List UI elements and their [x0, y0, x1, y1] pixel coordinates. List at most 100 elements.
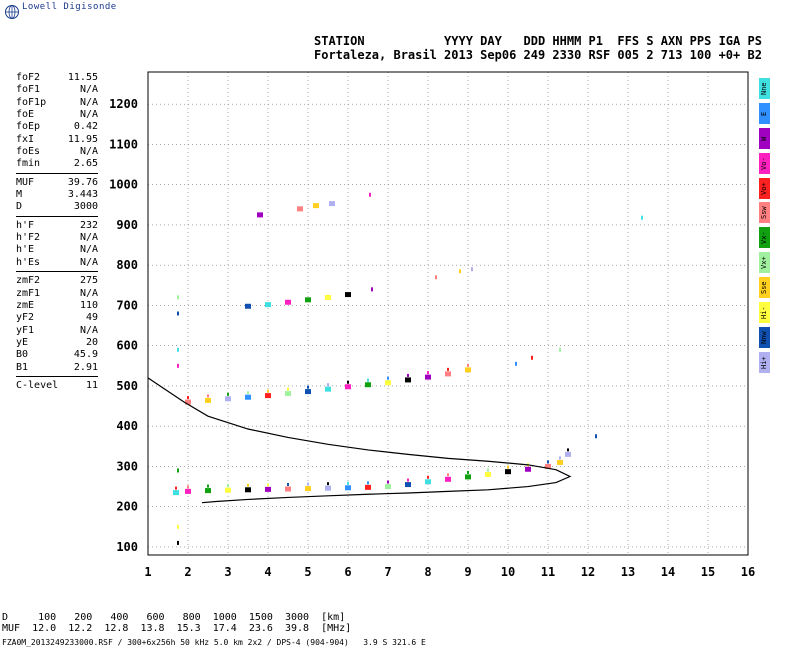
echo-point — [365, 484, 371, 490]
legend-swatch: Vo- — [759, 152, 770, 174]
param-row: h'F2 N/A — [16, 232, 98, 244]
param-name: h'F2 — [16, 232, 41, 244]
legend-label: Ssw — [760, 206, 768, 220]
y-tick-label: 1100 — [109, 137, 138, 151]
echo-point — [247, 391, 249, 395]
echo-point — [205, 488, 211, 494]
echo-point — [365, 382, 371, 388]
echo-point — [285, 391, 291, 397]
echo-point — [547, 460, 549, 464]
logo-text: Lowell Digisonde — [22, 2, 117, 12]
param-name: h'E — [16, 244, 35, 256]
echo-point — [447, 473, 449, 477]
param-name: yF2 — [16, 312, 35, 324]
param-name: foF1 — [16, 84, 41, 96]
param-row: zmE 110 — [16, 300, 98, 312]
plot-frame — [147, 71, 749, 556]
x-tick-label: 13 — [621, 565, 635, 579]
echo-point — [505, 469, 511, 475]
echo-point — [177, 524, 179, 529]
param-row: foEp 0.42 — [16, 121, 98, 133]
param-row: foEs N/A — [16, 146, 98, 158]
echo-point — [515, 361, 517, 366]
echo-point — [177, 347, 179, 352]
param-group: h'F 232 h'F2 N/A h'E N/A h'Es N/A — [16, 219, 98, 273]
y-tick-label: 200 — [116, 500, 138, 514]
echo-point — [285, 486, 291, 492]
echo-point — [267, 389, 269, 393]
legend-label: Vx+ — [760, 256, 768, 270]
param-row: fxI 11.95 — [16, 134, 98, 146]
echo-point — [407, 478, 409, 482]
echo-point — [545, 463, 551, 469]
x-tick-label: 16 — [741, 565, 755, 579]
echo-point — [287, 387, 289, 391]
param-value: 49 — [85, 312, 98, 324]
legend-swatch: Vx+ — [759, 252, 770, 274]
echo-point — [345, 292, 351, 298]
param-name: h'F — [16, 219, 35, 231]
echo-point — [327, 383, 329, 387]
echo-point — [369, 192, 371, 197]
polarization-legend: Nne E W Vo- Vo+ Ssw Vx- Vx+ Sse Hi- Nnw Hi+ — [759, 78, 771, 377]
echo-point — [173, 490, 179, 496]
echo-point — [297, 206, 303, 212]
legend-swatch: Vo+ — [759, 177, 770, 199]
x-tick-label: 7 — [384, 565, 391, 579]
param-row: h'Es N/A — [16, 257, 98, 269]
y-tick-label: 800 — [116, 258, 138, 272]
echo-point — [531, 355, 533, 360]
y-tick-label: 700 — [116, 298, 138, 312]
echo-point — [187, 485, 189, 489]
y-tick-label: 1000 — [109, 178, 138, 192]
x-tick-label: 3 — [224, 565, 231, 579]
echo-point — [327, 482, 329, 486]
echo-point — [185, 399, 191, 405]
echo-point — [225, 487, 231, 493]
echo-point — [427, 371, 429, 375]
param-row: yF1 N/A — [16, 325, 98, 337]
param-name: yE — [16, 336, 29, 348]
legend-label: Vo- — [760, 156, 768, 170]
param-row: foF2 11.55 — [16, 72, 98, 84]
y-tick-label: 500 — [116, 379, 138, 393]
x-tick-label: 2 — [184, 565, 191, 579]
echo-point — [445, 476, 451, 482]
grid-layer — [148, 72, 748, 555]
param-value: N/A — [79, 109, 98, 121]
echo-point — [471, 267, 473, 272]
x-tick-label: 6 — [344, 565, 351, 579]
echo-point — [305, 389, 311, 395]
param-value: 275 — [79, 275, 98, 287]
param-row: zmF2 275 — [16, 275, 98, 287]
param-value: N/A — [79, 96, 98, 108]
legend-label: E — [760, 111, 768, 116]
x-tick-label: 4 — [264, 565, 271, 579]
echo-point — [445, 371, 451, 377]
echo-point — [347, 481, 349, 485]
param-name: zmF2 — [16, 275, 41, 287]
param-name: zmF1 — [16, 287, 41, 299]
param-name: D — [16, 201, 23, 213]
echo-point — [225, 396, 231, 402]
echo-point — [465, 474, 471, 480]
param-value: 3000 — [73, 201, 98, 213]
echo-point — [187, 396, 189, 400]
param-row: MUF 39.76 — [16, 177, 98, 189]
param-row: zmF1 N/A — [16, 288, 98, 300]
echo-point — [307, 482, 309, 486]
legend-label: Nne — [760, 82, 768, 95]
legend-swatch: E — [759, 102, 770, 124]
echo-point — [567, 448, 569, 452]
y-tick-label: 300 — [116, 459, 138, 473]
echo-point — [325, 485, 331, 491]
param-name: foF1p — [16, 96, 47, 108]
param-value: 11 — [85, 379, 98, 391]
param-value: N/A — [79, 244, 98, 256]
x-tick-label: 11 — [541, 565, 555, 579]
param-value: 11.55 — [67, 72, 98, 83]
param-name: fmin — [16, 158, 41, 170]
legend-swatch: Nnw — [759, 326, 770, 348]
legend-swatch: Nne — [759, 78, 770, 99]
